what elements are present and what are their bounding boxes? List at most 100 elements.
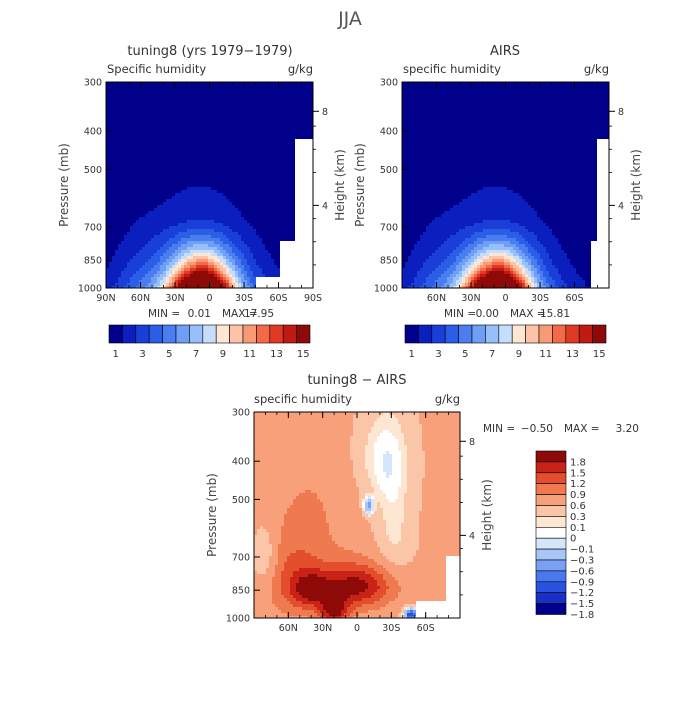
contour-cell bbox=[223, 175, 226, 178]
contour-cell bbox=[190, 274, 193, 277]
contour-cell bbox=[265, 130, 268, 133]
contour-cell bbox=[259, 148, 262, 151]
contour-cell bbox=[151, 127, 154, 130]
contour-cell bbox=[220, 115, 223, 118]
contour-cell bbox=[160, 256, 163, 259]
contour-cell bbox=[178, 145, 181, 148]
contour-cell bbox=[175, 91, 178, 94]
contour-cell bbox=[271, 274, 274, 277]
contour-cell bbox=[166, 184, 169, 187]
contour-cell bbox=[112, 238, 115, 241]
contour-cell bbox=[292, 214, 295, 217]
contour-cell bbox=[184, 211, 187, 214]
contour-cell bbox=[238, 121, 241, 124]
contour-cell bbox=[160, 181, 163, 184]
contour-cell bbox=[223, 280, 226, 283]
contour-cell bbox=[247, 175, 250, 178]
contour-cell bbox=[127, 130, 130, 133]
contour-cell bbox=[268, 226, 271, 229]
contour-cell bbox=[232, 181, 235, 184]
contour-cell bbox=[148, 169, 151, 172]
contour-cell bbox=[265, 169, 268, 172]
contour-cell bbox=[217, 115, 220, 118]
contour-cell bbox=[202, 253, 205, 256]
contour-cell bbox=[142, 241, 145, 244]
contour-cell bbox=[127, 133, 130, 136]
colorbar-label: 13 bbox=[270, 349, 283, 360]
contour-cell bbox=[220, 226, 223, 229]
contour-cell bbox=[202, 136, 205, 139]
contour-cell bbox=[292, 181, 295, 184]
contour-cell bbox=[307, 277, 310, 280]
contour-cell bbox=[112, 217, 115, 220]
contour-cell bbox=[232, 277, 235, 280]
contour-cell bbox=[268, 94, 271, 97]
contour-cell bbox=[265, 262, 268, 265]
contour-cell bbox=[139, 109, 142, 112]
contour-cell bbox=[127, 103, 130, 106]
contour-cell bbox=[256, 253, 259, 256]
contour-cell bbox=[157, 184, 160, 187]
contour-cell bbox=[193, 241, 196, 244]
contour-cell bbox=[139, 187, 142, 190]
contour-cell bbox=[301, 268, 304, 271]
contour-cell bbox=[175, 178, 178, 181]
contour-cell bbox=[286, 94, 289, 97]
contour-cell bbox=[115, 145, 118, 148]
contour-cell bbox=[115, 94, 118, 97]
contour-cell bbox=[238, 220, 241, 223]
contour-cell bbox=[109, 253, 112, 256]
contour-cell bbox=[193, 193, 196, 196]
contour-cell bbox=[196, 106, 199, 109]
contour-cell bbox=[148, 85, 151, 88]
contour-cell bbox=[292, 91, 295, 94]
contour-cell bbox=[223, 247, 226, 250]
contour-cell bbox=[175, 217, 178, 220]
contour-cell bbox=[271, 202, 274, 205]
contour-cell bbox=[253, 94, 256, 97]
contour-cell bbox=[145, 196, 148, 199]
contour-cell bbox=[196, 256, 199, 259]
contour-cell bbox=[268, 238, 271, 241]
contour-cell bbox=[151, 94, 154, 97]
contour-cell bbox=[289, 265, 292, 268]
contour-cell bbox=[292, 229, 295, 232]
contour-cell bbox=[199, 283, 202, 286]
contour-cell bbox=[166, 142, 169, 145]
contour-cell bbox=[265, 238, 268, 241]
contour-cell bbox=[196, 268, 199, 271]
contour-cell bbox=[160, 118, 163, 121]
contour-cell bbox=[256, 88, 259, 91]
contour-cell bbox=[277, 97, 280, 100]
contour-cell bbox=[154, 193, 157, 196]
contour-cell bbox=[187, 217, 190, 220]
contour-cell bbox=[199, 148, 202, 151]
figure-title: JJA bbox=[337, 8, 362, 30]
contour-cell bbox=[298, 166, 301, 169]
contour-cell bbox=[262, 229, 265, 232]
contour-cell bbox=[196, 208, 199, 211]
contour-cell bbox=[115, 133, 118, 136]
contour-cell bbox=[241, 220, 244, 223]
colorbar-swatch bbox=[256, 325, 269, 343]
contour-cell bbox=[241, 139, 244, 142]
contour-cell bbox=[226, 178, 229, 181]
contour-cell bbox=[283, 136, 286, 139]
contour-cell bbox=[157, 127, 160, 130]
contour-cell bbox=[232, 217, 235, 220]
contour-cell bbox=[238, 283, 241, 286]
contour-cell bbox=[262, 250, 265, 253]
contour-cell bbox=[106, 244, 109, 247]
contour-cell bbox=[127, 100, 130, 103]
contour-cell bbox=[184, 100, 187, 103]
contour-cell bbox=[220, 256, 223, 259]
contour-cell bbox=[235, 277, 238, 280]
contour-cell bbox=[160, 184, 163, 187]
contour-cell bbox=[265, 280, 268, 283]
contour-cell bbox=[283, 142, 286, 145]
contour-cell bbox=[268, 121, 271, 124]
contour-cell bbox=[223, 82, 226, 85]
contour-cell bbox=[142, 109, 145, 112]
contour-cell bbox=[298, 82, 301, 85]
contour-cell bbox=[268, 151, 271, 154]
